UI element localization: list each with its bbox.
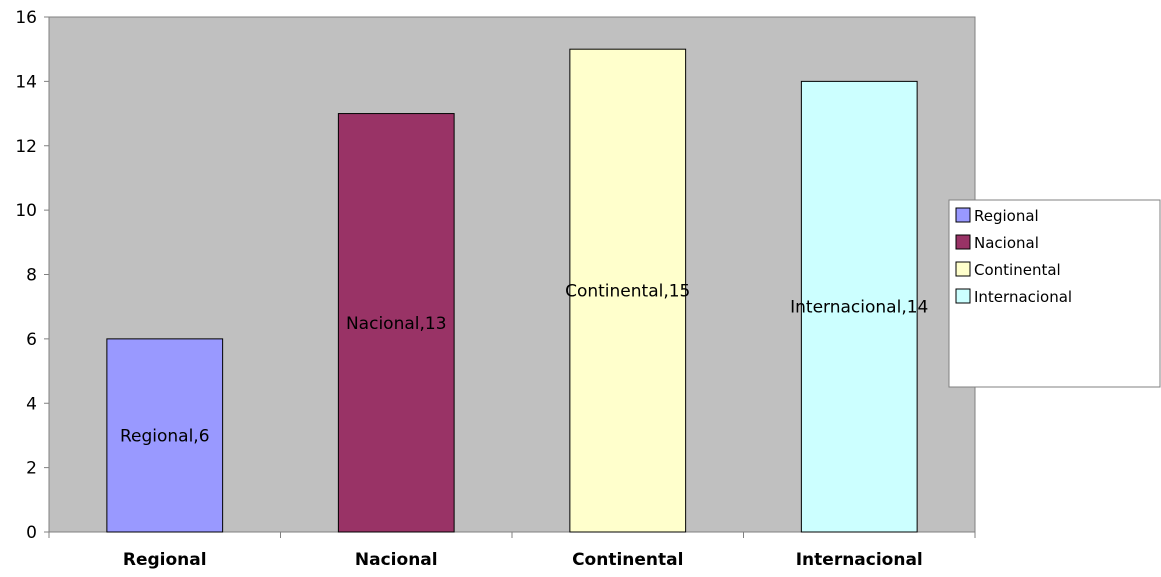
bar-continental (569, 48, 687, 533)
legend-label: Internacional (974, 288, 1072, 306)
legend-swatch (955, 261, 971, 277)
y-tick-label: 6 (26, 330, 37, 350)
y-tick-label: 4 (26, 394, 37, 414)
y-tick-label: 14 (15, 72, 37, 92)
legend-swatch (955, 207, 971, 223)
x-tick-label: Nacional (355, 550, 438, 570)
x-axis: Regional Nacional Continental Internacional (48, 531, 976, 570)
legend-swatch (955, 288, 971, 304)
legend: Regional Nacional Continental Internacional (948, 199, 1161, 388)
y-tick-label: 0 (26, 523, 37, 543)
y-tick-label: 12 (15, 137, 37, 157)
bar-internacional (800, 80, 918, 533)
y-tick-label: 16 (15, 8, 37, 28)
x-tick-label: Continental (572, 550, 683, 570)
data-labels: Regional,6 Nacional,13 Continental,15 Inter… (120, 282, 928, 447)
x-tick-label: Internacional (796, 550, 923, 570)
bar-nacional (337, 113, 455, 533)
legend-swatch (955, 234, 971, 250)
legend-label: Nacional (974, 234, 1039, 252)
data-label: Regional,6 (120, 426, 210, 446)
bar-regional (106, 338, 224, 533)
y-axis: 0 2 4 6 8 10 12 14 16 (15, 8, 50, 543)
y-tick-label: 2 (26, 459, 37, 479)
x-tick-label: Regional (123, 550, 207, 570)
y-tick-label: 10 (15, 201, 37, 221)
y-tick-label: 8 (26, 266, 37, 286)
bars (106, 48, 918, 533)
data-label: Internacional,14 (790, 298, 928, 318)
legend-box (948, 199, 1161, 388)
data-label: Nacional,13 (346, 314, 447, 334)
legend-label: Regional (974, 207, 1039, 225)
legend-label: Continental (974, 261, 1061, 279)
data-label: Continental,15 (565, 282, 690, 302)
